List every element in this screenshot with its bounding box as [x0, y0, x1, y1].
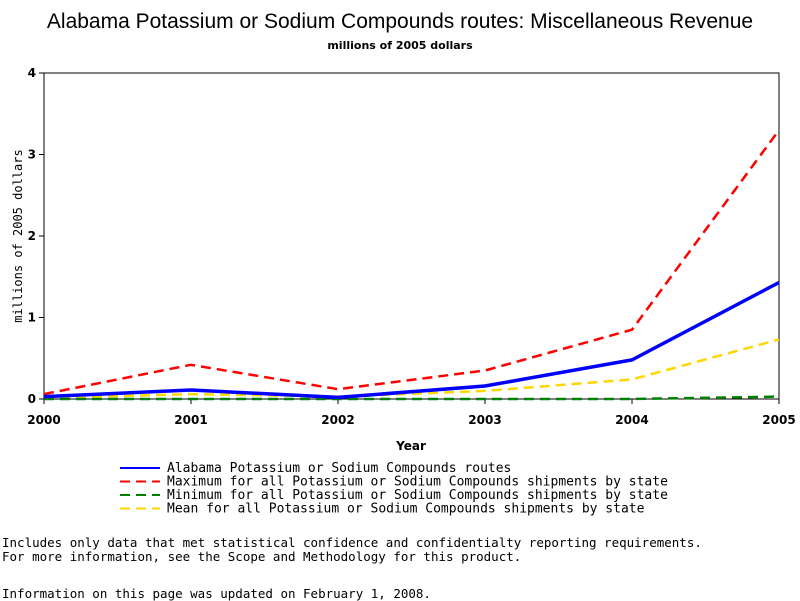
- x-axis-label: Year: [395, 439, 426, 453]
- y-tick-label: 0: [28, 392, 36, 406]
- chart-subtitle: millions of 2005 dollars: [327, 39, 473, 52]
- x-tick-label: 2004: [615, 413, 648, 427]
- legend-label: Alabama Potassium or Sodium Compounds ro…: [167, 461, 511, 476]
- updated-note: Information on this page was updated on …: [2, 586, 431, 601]
- x-tick-label: 2001: [174, 413, 207, 427]
- series-line-2: [44, 395, 780, 401]
- legend-label: Mean for all Potassium or Sodium Compoun…: [167, 502, 645, 517]
- y-tick-label: 2: [28, 229, 36, 243]
- methodology-note: For more information, see the Scope and …: [2, 549, 522, 564]
- line-chart: Alabama Potassium or Sodium Compounds ro…: [11, 10, 796, 517]
- legend: Alabama Potassium or Sodium Compounds ro…: [120, 461, 668, 517]
- y-tick-label: 3: [28, 148, 36, 162]
- y-tick-label: 1: [28, 311, 36, 325]
- x-tick-label: 2002: [321, 413, 354, 427]
- chart-title: Alabama Potassium or Sodium Compounds ro…: [47, 10, 753, 33]
- series-line-1: [43, 129, 781, 396]
- x-tick-label: 2000: [27, 413, 60, 427]
- series-line-3: [43, 338, 780, 400]
- series-line-0: [43, 280, 780, 400]
- x-tick-label: 2003: [468, 413, 501, 427]
- plot-frame: [43, 72, 780, 400]
- legend-label: Minimum for all Potassium or Sodium Comp…: [167, 488, 668, 503]
- x-tick-label: 2005: [762, 413, 795, 427]
- series-lines: [43, 129, 781, 401]
- chart-axes: 0 1 2 3 4 2000 2001 2002 2003 2004 2005: [27, 66, 795, 427]
- legend-label: Maximum for all Potassium or Sodium Comp…: [167, 475, 668, 490]
- y-tick-label: 4: [28, 66, 36, 80]
- confidence-note: Includes only data that met statistical …: [2, 535, 702, 550]
- y-axis-label: millions of 2005 dollars: [11, 149, 25, 322]
